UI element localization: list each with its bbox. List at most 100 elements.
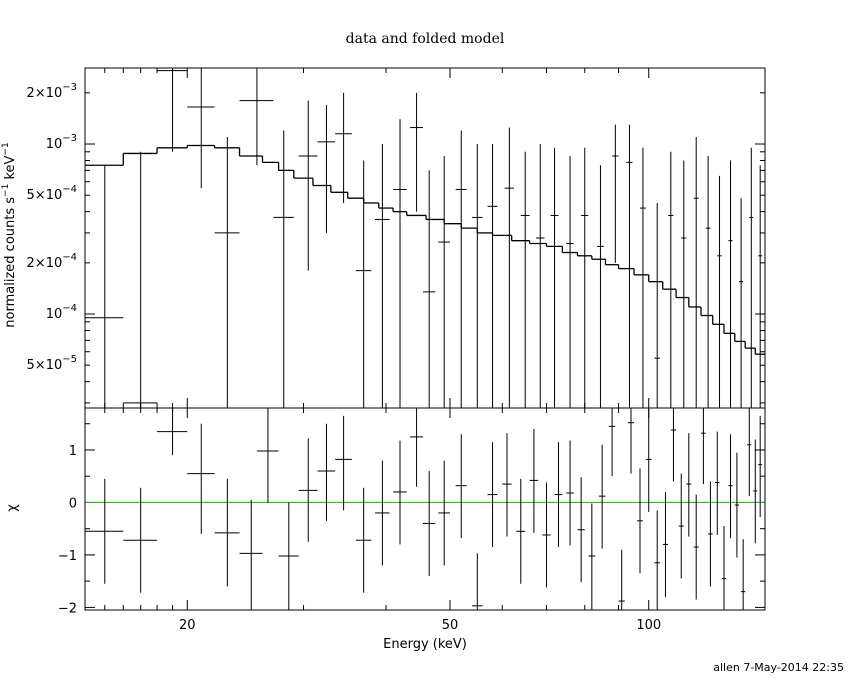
spectrum-ticks	[84, 68, 765, 408]
residual-data-point	[278, 502, 299, 610]
residual-data-point	[187, 423, 215, 534]
residual-data-points	[85, 408, 763, 610]
spectrum-data-point	[438, 156, 450, 408]
spectrum-data-point	[410, 92, 423, 212]
y-axis-title-residual: χ	[5, 504, 20, 512]
spectrum-data-point	[393, 119, 407, 408]
residual-data-point	[554, 442, 563, 548]
residual-data-point	[455, 434, 467, 539]
residual-data-point	[678, 473, 684, 579]
residual-data-point	[317, 423, 336, 521]
spectrum-data-point	[239, 68, 274, 166]
residual-data-point	[502, 433, 512, 537]
spectrum-data-point	[273, 130, 294, 408]
spectrum-y-tick-labels: 5×10−5 10−4 2×10−4 5×10−4 10−3 2×10−3	[27, 82, 77, 373]
residual-data-point	[410, 408, 423, 487]
residual-data-point	[693, 494, 699, 600]
spectrum-data-point	[123, 151, 158, 408]
x-tick-labels: 20 50 100	[179, 618, 661, 633]
spectrum-data-point	[335, 92, 352, 203]
spectrum-data-point	[739, 198, 744, 408]
residual-data-point	[157, 408, 188, 456]
timestamp-footer: allen 7-May-2014 22:35	[713, 661, 844, 674]
spectrum-data-point	[749, 147, 754, 408]
spectrum-data-point	[693, 136, 699, 408]
residual-data-point	[472, 553, 483, 610]
residual-data-point	[670, 408, 677, 482]
spectrum-data-point	[612, 124, 619, 263]
residual-data-point	[686, 433, 692, 537]
residual-data-point	[708, 481, 713, 587]
x-tick-label: 20	[179, 618, 196, 633]
spectrum-data-point	[487, 144, 498, 408]
spectrum-data-point	[455, 130, 467, 408]
spectrum-data-point	[85, 165, 124, 408]
residual-data-point	[645, 409, 652, 512]
spectrum-panel: 5×10−5 10−4 2×10−4 5×10−4 10−3 2×10−3	[27, 67, 766, 409]
residual-data-point	[627, 408, 635, 474]
spectrum-data-point	[626, 124, 633, 408]
spectrum-data-point	[728, 160, 733, 408]
spectrum-data-point	[422, 170, 436, 408]
x-axis-title: Energy (keV)	[383, 637, 467, 652]
residual-data-point	[618, 549, 625, 610]
spectrum-data-point	[298, 100, 318, 271]
residual-data-point	[753, 439, 758, 544]
residual-panel: −2 −1 0 1	[58, 407, 766, 616]
residual-data-point	[598, 444, 606, 549]
residual-data-point	[393, 440, 407, 545]
residual-data-point	[734, 452, 740, 558]
chart-title: data and folded model	[346, 31, 505, 47]
residual-data-point	[422, 470, 436, 576]
y-tick-label: 1	[69, 444, 77, 459]
y-tick-label: 5×10−5	[27, 354, 77, 373]
y-tick-label: 5×10−4	[27, 184, 77, 203]
spectrum-data-point	[550, 147, 559, 408]
spectrum-data-point	[355, 160, 372, 408]
residual-ticks	[84, 408, 765, 610]
residual-data-point	[438, 460, 450, 566]
spectrum-data-points	[85, 68, 763, 408]
residual-data-point	[123, 487, 158, 593]
spectrum-data-point	[581, 147, 589, 408]
spectrum-frame	[84, 67, 766, 409]
residual-data-point	[637, 468, 643, 574]
residual-data-point	[608, 408, 616, 477]
residual-data-point	[566, 440, 574, 546]
residual-data-point	[335, 415, 352, 511]
y-tick-label: 10−4	[46, 303, 77, 322]
residual-data-point	[516, 478, 526, 584]
residual-data-point	[85, 478, 124, 584]
residual-data-point	[715, 431, 720, 535]
spectrum-data-point	[654, 202, 660, 408]
residual-data-point	[654, 510, 660, 610]
y-tick-label: 0	[69, 496, 77, 511]
residual-data-point	[355, 487, 372, 593]
spectrum-data-point	[375, 144, 390, 408]
residual-data-point	[747, 408, 752, 497]
residual-data-point	[529, 428, 539, 533]
spectrum-data-point	[504, 127, 514, 408]
spectrum-data-point	[758, 165, 763, 408]
residual-data-point	[214, 478, 240, 587]
residual-data-point	[577, 477, 585, 583]
spectrum-data-point	[668, 151, 674, 408]
folded-model-step-line	[85, 144, 765, 355]
spectrum-data-point	[187, 68, 215, 189]
residual-data-point	[588, 503, 596, 610]
residual-data-point	[741, 539, 746, 610]
spectrum-data-point	[214, 136, 240, 408]
spectrum-data-point	[472, 144, 483, 408]
residual-data-point	[721, 526, 727, 610]
y-tick-label: −1	[58, 549, 77, 564]
spectrum-data-point	[317, 104, 336, 233]
y-tick-label: 10−3	[46, 133, 77, 152]
residual-data-point	[662, 491, 669, 597]
y-tick-label: −2	[58, 601, 77, 616]
y-tick-label: 2×10−4	[27, 252, 77, 271]
residual-data-point	[701, 408, 706, 485]
x-tick-label: 50	[442, 618, 459, 633]
residual-frame	[84, 407, 766, 611]
residual-data-point	[728, 434, 733, 539]
